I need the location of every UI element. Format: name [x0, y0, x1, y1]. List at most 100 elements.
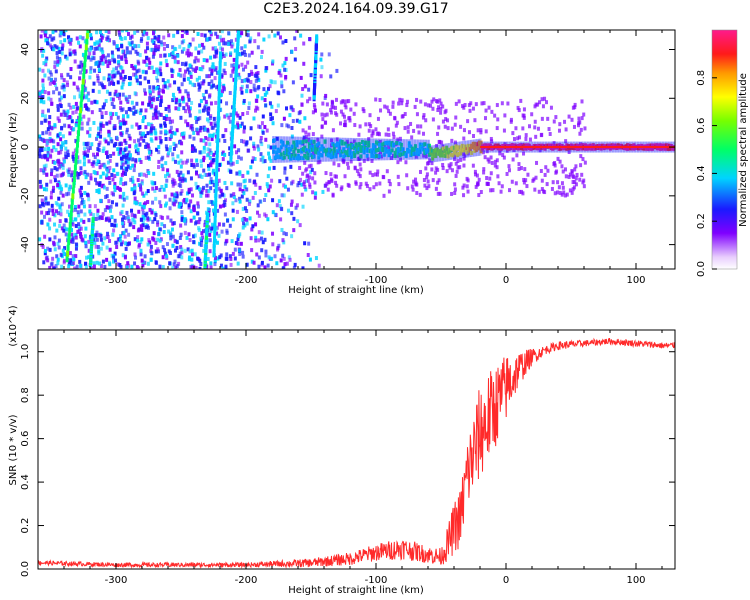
spectrogram-cell: [229, 256, 233, 261]
spectrogram-cell: [564, 139, 568, 144]
spectrogram-cell: [580, 99, 584, 104]
spectrogram-cell: [156, 220, 160, 225]
spectrogram-cell: [259, 55, 263, 60]
spectrogram-cell: [198, 85, 202, 90]
spectrogram-streak-cell: [217, 101, 221, 108]
spectrogram-cell: [179, 170, 183, 175]
spectrogram-halo-cell: [471, 139, 474, 157]
spectrogram-signal-cell: [303, 153, 307, 158]
spectrogram-signal-cell: [545, 143, 548, 148]
spectrogram-cell: [72, 127, 76, 132]
spectrogram-cell: [87, 218, 91, 223]
spectrogram-cell: [131, 163, 135, 168]
spectrogram-cell: [74, 217, 78, 222]
spectrogram-cell: [92, 81, 96, 86]
spectrogram-streak-cell: [233, 81, 237, 88]
spectrogram-cell: [175, 97, 179, 102]
spectrogram-cell: [306, 252, 310, 257]
spectrogram-signal-cell: [381, 148, 385, 153]
spectrogram-cell: [192, 164, 196, 169]
spectrogram-signal-cell: [382, 141, 386, 146]
spectrogram-cell: [434, 99, 438, 104]
spectrogram-cell: [238, 172, 242, 177]
spectrogram-cell: [94, 62, 98, 67]
spectrogram-cell: [144, 144, 148, 149]
spectrogram-cell: [195, 162, 199, 167]
spectrogram-cell: [124, 155, 128, 160]
spectrogram-cell: [279, 258, 283, 263]
spectrogram-cell: [225, 230, 229, 235]
spectrogram-signal-cell: [605, 143, 609, 148]
spectrogram-cell: [78, 91, 82, 96]
spectrogram-signal-cell: [348, 146, 352, 151]
spectrogram-cell: [228, 223, 232, 228]
spectrogram-cell: [267, 166, 271, 171]
spectrogram-cell: [75, 85, 79, 90]
spectrogram-cell: [94, 233, 98, 238]
spectrogram-cell: [99, 134, 103, 139]
spectrogram-cell: [184, 109, 188, 114]
spectrogram-cell: [111, 74, 115, 79]
spectrogram-signal-cell: [403, 151, 407, 156]
spectrogram-cell: [171, 45, 175, 50]
spectrogram-signal-cell: [311, 147, 314, 152]
spectrogram-cell: [42, 154, 46, 159]
spectrogram-halo-cell: [281, 136, 284, 163]
spectrogram-cell: [459, 157, 463, 162]
spectrogram-cell: [97, 67, 101, 72]
spectrogram-cell: [48, 153, 52, 158]
spectrogram-cell: [67, 169, 71, 174]
spectrogram-cell: [552, 119, 556, 124]
spectrogram-halo-cell: [468, 140, 471, 158]
spectrogram-cell: [168, 206, 172, 211]
spectrogram-cell: [87, 97, 91, 102]
spectrogram-cell: [146, 122, 150, 127]
spectrogram-cell: [230, 39, 234, 44]
spectrogram-cell: [39, 168, 43, 173]
spectrogram-cell: [48, 136, 52, 141]
spectrogram-cell: [244, 64, 248, 69]
spectrogram-cell: [387, 179, 391, 184]
spectrogram-cell: [101, 212, 105, 217]
spectrogram-cell: [99, 246, 103, 251]
spectrogram-cell: [162, 35, 166, 40]
spectrogram-cell: [576, 123, 580, 128]
spectrogram-signal-cell: [296, 148, 300, 153]
spectrogram-cell: [156, 237, 160, 242]
spectrogram-signal-cell: [395, 149, 399, 154]
spectrogram-cell: [138, 131, 142, 136]
spectrogram-signal-cell: [649, 146, 653, 151]
spectrogram-signal-cell: [454, 147, 458, 152]
spectrogram-cell: [220, 52, 224, 57]
spectrogram-signal-cell: [315, 150, 319, 155]
spectrogram-cell: [79, 226, 83, 231]
spectrogram-cell: [38, 134, 42, 139]
spectrogram-signal-cell: [569, 143, 573, 148]
spectrogram-cell: [277, 199, 281, 204]
spectrogram-cell: [133, 91, 137, 96]
spectrogram-cell: [121, 162, 125, 167]
spectrogram-cell: [95, 260, 99, 265]
spectrogram-cell: [309, 163, 313, 168]
spectrogram-cell: [106, 64, 110, 69]
spectrogram-cell: [558, 122, 562, 127]
spectrogram-cell: [136, 59, 140, 64]
spectrogram-signal-cell: [387, 140, 391, 145]
spectrogram-cell: [253, 88, 257, 93]
spectrogram-cell: [116, 80, 120, 85]
spectrogram-cell: [58, 223, 62, 228]
spectrogram-cell: [92, 261, 96, 266]
spectrogram-cell: [173, 55, 177, 60]
spectrogram-halo-cell: [362, 138, 365, 161]
spectrogram-halo-cell: [365, 138, 368, 161]
spectrogram-streak-cell: [206, 212, 209, 219]
spectrogram-halo-cell: [424, 139, 427, 160]
spectrogram-signal-cell: [368, 149, 372, 154]
spectrogram-signal-cell: [276, 154, 280, 159]
spectrogram-signal-cell: [479, 149, 483, 154]
spectrogram-cell: [146, 168, 150, 173]
spectrogram-cell: [87, 55, 91, 60]
spectrogram-cell: [93, 240, 97, 245]
spectrogram-cell: [292, 228, 296, 233]
spectrogram-cell: [76, 64, 80, 69]
